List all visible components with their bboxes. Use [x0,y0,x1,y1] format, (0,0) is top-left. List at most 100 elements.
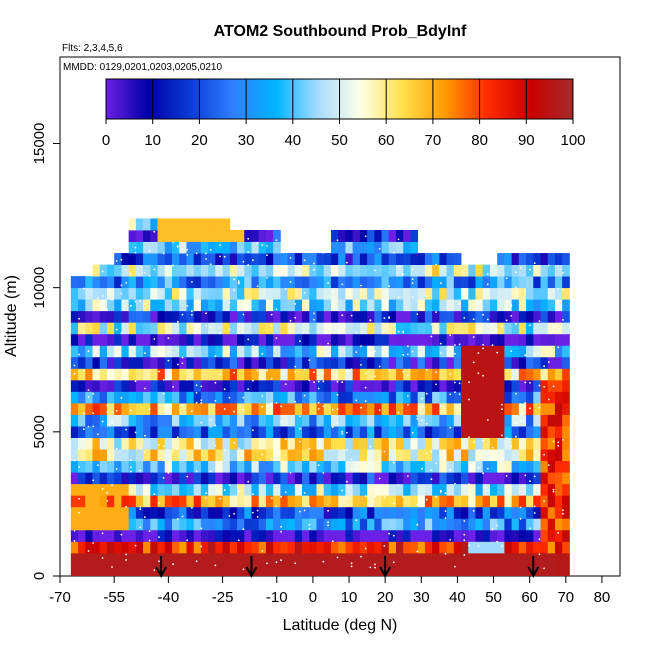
heatmap-cell [157,218,166,231]
heatmap-cell [186,264,195,277]
heatmap-cell [121,368,130,381]
heatmap-cell [143,414,151,427]
track-dot [407,403,409,406]
heatmap-cell [533,495,541,508]
heatmap-cell [193,518,202,531]
heatmap-cell [200,230,209,242]
heatmap-cell [287,391,296,404]
heatmap-cell [208,391,216,404]
heatmap-cell [526,333,534,346]
heatmap-cell [265,391,274,404]
heatmap-cell [417,287,426,300]
heatmap-cell [309,333,317,346]
heatmap-cell [475,403,484,415]
heatmap-cell [352,414,361,427]
track-dot [425,295,428,297]
heatmap-cell [244,299,252,312]
track-dot [237,280,240,282]
track-dot [73,364,76,367]
heatmap-cell [374,356,382,369]
heatmap-cell [135,414,144,427]
heatmap-cell [562,356,570,369]
heatmap-cell [453,310,462,323]
heatmap-cell [432,483,440,496]
heatmap-cell [461,403,469,415]
track-dot [486,283,489,286]
heatmap-cell [511,426,520,438]
heatmap-cell [410,299,419,312]
heatmap-cell [172,322,180,335]
track-dot [486,419,489,421]
heatmap-cell [128,379,137,392]
heatmap-cell [237,391,245,404]
heatmap-cell [179,426,187,438]
heatmap-cell [164,403,173,415]
track-dot [454,344,456,346]
heatmap-cell [424,564,433,576]
heatmap-cell [533,310,541,323]
heatmap-cell [396,368,404,381]
track-dot [501,325,503,328]
heatmap-cell [518,368,527,381]
track-dot [214,400,217,402]
track-dot [195,560,198,563]
heatmap-cell [439,310,447,323]
heatmap-cell [200,506,209,519]
heatmap-cell [302,483,310,496]
track-dot [148,493,151,495]
track-dot [519,517,522,520]
heatmap-cell [417,368,426,381]
heatmap-cell [417,253,426,265]
heatmap-cell [417,437,426,450]
heatmap-cell [540,472,549,485]
heatmap-cell [164,379,173,392]
heatmap-cell [150,518,158,531]
heatmap-cell [280,449,289,462]
heatmap-cell [143,437,151,450]
heatmap-cell [287,322,296,335]
heatmap-cell [352,437,361,450]
heatmap-cell [265,414,274,427]
heatmap-cell [504,460,513,473]
heatmap-cell [309,437,317,450]
heatmap-cell [179,322,187,335]
heatmap-cell [273,322,281,335]
track-dot [162,477,165,479]
track-dot [439,489,442,492]
track-dot [200,545,203,548]
track-dot [106,410,109,413]
heatmap-cell [424,299,433,312]
track-dot [200,385,203,388]
heatmap-cell [526,472,534,485]
heatmap-cell [128,564,137,576]
track-dot [266,254,268,257]
track-dot [477,372,480,375]
track-dot [294,562,297,565]
track-dot [195,470,198,473]
heatmap-cell [309,310,317,323]
heatmap-cell [540,483,549,496]
heatmap-cell [323,299,332,312]
heatmap-cell [106,276,115,289]
heatmap-cell [475,264,484,277]
heatmap-cell [526,253,534,265]
track-dot [223,448,226,451]
heatmap-cell [359,368,368,381]
heatmap-cell [200,345,209,358]
heatmap-cell [251,449,260,462]
heatmap-cell [215,460,223,473]
heatmap-cell [157,541,166,554]
heatmap-cell [106,345,115,358]
track-dot [538,538,541,540]
heatmap-cell [273,356,281,369]
heatmap-cell [352,403,361,415]
heatmap-cell [114,310,122,323]
heatmap-cell [193,241,202,254]
heatmap-cell [128,276,137,289]
heatmap-cell [554,426,563,438]
heatmap-cell [374,460,382,473]
heatmap-cell [388,506,397,519]
heatmap-cell [258,253,267,265]
